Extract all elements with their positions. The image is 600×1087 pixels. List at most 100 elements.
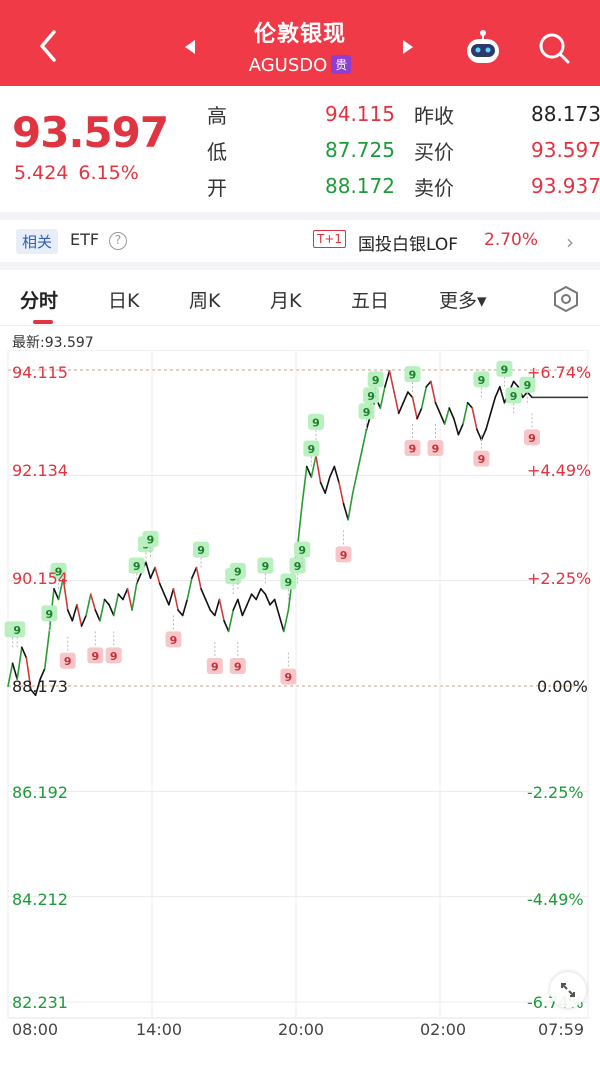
tab-monthly-k[interactable]: 月K — [270, 290, 302, 312]
change-percent: 6.15% — [78, 162, 139, 184]
robot-assistant-icon[interactable] — [462, 28, 504, 68]
fullscreen-icon[interactable] — [550, 972, 586, 1008]
chart-frame — [7, 350, 589, 1019]
x-tick: 14:00 — [136, 1020, 183, 1039]
price-segment — [457, 423, 464, 436]
buy-signal-marker — [142, 530, 159, 547]
chart-period-tabs: 分时 日K 周K 月K 五日 更多▾ — [0, 270, 600, 326]
signal-label: 9 — [13, 624, 21, 637]
price-segment — [522, 391, 529, 399]
instrument-symbol: AGUSDO — [248, 55, 328, 76]
price-segment — [241, 603, 248, 617]
high-value: 94.115 — [325, 102, 395, 126]
signal-label: 9 — [170, 634, 178, 647]
help-icon[interactable]: ? — [109, 232, 127, 250]
price-segment — [301, 465, 308, 505]
price-segment — [85, 593, 92, 617]
price-segment — [172, 588, 179, 611]
search-icon[interactable] — [536, 30, 572, 66]
sell-signal-marker — [165, 631, 182, 648]
price-segment — [237, 598, 244, 617]
price-segment — [407, 391, 414, 399]
y-tick-right: -2.25% — [527, 783, 584, 802]
y-tick-right: 0.00% — [537, 677, 588, 696]
related-etf-row[interactable]: 相关 ETF ? T+1 国投白银LOF 2.70% › — [0, 222, 600, 260]
y-tick-left: 82.231 — [12, 993, 68, 1012]
fund-name[interactable]: 国投白银LOF — [358, 235, 459, 255]
price-segment — [20, 646, 28, 659]
price-segment — [328, 465, 336, 478]
settings-icon[interactable] — [552, 285, 580, 313]
y-tick-left: 84.212 — [12, 890, 68, 909]
price-segment — [489, 396, 497, 415]
signal-label: 9 — [432, 442, 440, 455]
buy-signal-marker — [473, 371, 490, 388]
next-instrument-icon[interactable] — [401, 38, 415, 56]
instrument-title: 伦敦银现 — [253, 22, 346, 47]
price-segment — [453, 417, 460, 436]
price-segment — [135, 572, 143, 585]
buy-signal-marker — [41, 605, 58, 622]
back-arrow-icon[interactable] — [34, 28, 64, 64]
price-segment — [361, 428, 368, 452]
signal-label: 9 — [110, 650, 118, 663]
signal-label: 9 — [510, 390, 518, 403]
buy-signal-marker — [307, 413, 324, 430]
price-segment — [145, 561, 152, 580]
signal-label: 9 — [294, 560, 302, 573]
y-tick-left: 94.115 — [12, 363, 68, 382]
y-tick-right: -4.49% — [527, 890, 584, 909]
price-segment — [439, 412, 446, 425]
tab-daily-k[interactable]: 日K — [108, 290, 140, 312]
price-segment — [53, 588, 60, 601]
price-segment — [181, 598, 189, 617]
price-segment — [397, 401, 405, 415]
sell-signal-marker — [280, 668, 297, 685]
price-segment — [117, 593, 124, 601]
price-segment — [319, 481, 326, 494]
signal-label: 9 — [367, 390, 375, 403]
y-tick-left: 92.134 — [12, 461, 68, 480]
price-segment — [250, 593, 258, 601]
chevron-right-icon[interactable]: › — [566, 230, 574, 254]
price-segment — [526, 391, 533, 399]
sell-signal-marker — [105, 647, 122, 664]
tab-five-day[interactable]: 五日 — [351, 290, 390, 312]
price-segment — [7, 662, 14, 687]
tab-more[interactable]: 更多▾ — [439, 290, 487, 312]
intraday-chart[interactable]: 999999999999999999999999999999999999 — [0, 350, 600, 1020]
y-tick-left: 88.173 — [12, 677, 68, 696]
signal-label: 9 — [312, 416, 320, 429]
x-tick: 07:59 — [538, 1020, 585, 1039]
buy-signal-marker — [50, 562, 67, 579]
x-tick: 20:00 — [278, 1020, 325, 1039]
price-segment — [480, 428, 487, 441]
price-segment — [122, 588, 129, 601]
low-label: 低 — [207, 140, 227, 164]
prev-instrument-icon[interactable] — [183, 38, 197, 56]
y-tick-right: +6.74% — [527, 363, 592, 382]
price-segment — [512, 380, 520, 388]
signal-label: 9 — [478, 374, 486, 387]
price-segment — [278, 614, 285, 633]
signal-label: 9 — [211, 661, 219, 674]
buy-signal-marker — [519, 376, 536, 393]
price-segment — [333, 465, 340, 484]
t1-tag: T+1 — [313, 230, 347, 248]
price-segment — [416, 407, 423, 420]
price-segment — [499, 385, 506, 404]
sell-signal-marker — [206, 658, 223, 675]
sell-signal-marker — [427, 439, 444, 456]
price-segment — [223, 619, 230, 633]
tab-weekly-k[interactable]: 周K — [189, 290, 221, 312]
price-segment — [71, 603, 78, 622]
change-value: 5.424 — [14, 162, 69, 184]
price-segment — [57, 577, 64, 601]
price-segment — [209, 609, 216, 617]
price-segment — [255, 588, 262, 601]
tab-intraday[interactable]: 分时 — [20, 290, 59, 312]
price-segment — [149, 566, 156, 580]
price-segment — [476, 428, 483, 441]
price-segment — [186, 577, 193, 601]
price-segment — [310, 455, 317, 478]
